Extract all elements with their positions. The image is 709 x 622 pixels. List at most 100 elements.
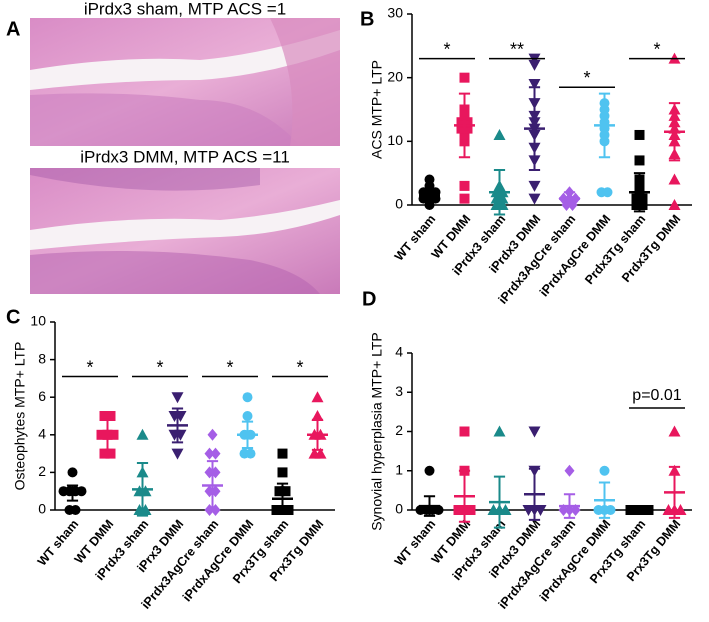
data-point (274, 486, 285, 497)
data-point (245, 448, 256, 459)
data-point (528, 79, 541, 91)
error-bar (423, 495, 436, 517)
error-bar (66, 484, 79, 502)
data-point (271, 505, 282, 515)
error-bar (668, 465, 681, 519)
y-tick-label: 30 (387, 5, 403, 21)
data-point (528, 426, 541, 438)
data-point (668, 173, 681, 185)
data-point (456, 117, 467, 128)
data-point (424, 465, 435, 476)
y-tick-label: 1 (395, 461, 403, 477)
significance-label: * (86, 357, 93, 377)
error-bar (563, 191, 576, 206)
data-point (605, 505, 616, 515)
error-bar (423, 188, 436, 203)
error-bar (136, 462, 149, 517)
significance-label: * (443, 39, 450, 59)
data-point (424, 174, 435, 185)
data-point (602, 187, 613, 198)
error-bar (458, 92, 471, 159)
data-point (99, 411, 110, 421)
data-point (674, 504, 687, 515)
data-point (493, 128, 506, 140)
data-point (314, 447, 327, 459)
error-bar (311, 418, 324, 451)
data-point (311, 410, 324, 421)
significance-label: * (156, 357, 163, 377)
significance-label: * (226, 357, 233, 377)
error-bar (241, 420, 254, 449)
data-point (631, 193, 642, 204)
y-axis-label: Osteophytes MTP+ LTP (12, 342, 28, 491)
panel-label: D (362, 288, 376, 310)
data-point (210, 447, 221, 460)
data-point (242, 411, 253, 421)
error-bar (528, 86, 541, 171)
y-tick-label: 0 (395, 196, 403, 212)
data-point (105, 411, 116, 421)
error-bar (493, 475, 506, 529)
data-point (528, 180, 541, 192)
joint-space (30, 30, 340, 90)
data-point (459, 72, 470, 83)
error-bar (633, 172, 646, 213)
error-bar (458, 469, 471, 523)
panel-label: A (6, 18, 20, 40)
y-tick-label: 8 (38, 350, 46, 366)
y-axis-label: ACS MTP+ LTP (369, 60, 385, 159)
data-point (459, 193, 470, 204)
error-bar (598, 481, 611, 519)
data-point (456, 123, 467, 134)
error-bar (668, 102, 681, 162)
data-point (637, 193, 648, 204)
data-point (280, 486, 291, 497)
error-bar (276, 482, 289, 515)
y-axis-label: Synovial hyperplasia MTP+ LTP (369, 332, 385, 531)
data-point (534, 505, 547, 516)
data-point (277, 467, 288, 478)
y-tick-label: 10 (30, 313, 46, 329)
cartilage (30, 251, 320, 294)
data-point (99, 448, 110, 459)
y-tick-label: 4 (38, 426, 46, 442)
error-bar (206, 460, 219, 511)
data-point (207, 428, 218, 441)
error-bar (101, 418, 114, 451)
data-point (453, 505, 464, 515)
y-tick-label: 6 (38, 388, 46, 404)
cartilage (30, 93, 300, 146)
data-point (311, 391, 324, 403)
significance-label: * (296, 357, 303, 377)
caption-bg (30, 146, 340, 168)
data-point (171, 392, 184, 404)
data-point (637, 200, 648, 210)
data-point (136, 428, 149, 440)
data-point (499, 504, 512, 515)
error-bar (493, 168, 506, 216)
y-tick-label: 20 (387, 68, 403, 84)
data-point (70, 505, 81, 515)
error-bar (171, 407, 184, 444)
data-point (599, 465, 610, 476)
data-point (462, 123, 473, 134)
data-point (171, 448, 184, 460)
image-caption: iPrdx3 DMM, MTP ACS =11 (80, 147, 290, 166)
data-point (433, 505, 444, 515)
data-point (493, 425, 506, 437)
data-point (564, 464, 575, 477)
tendon (270, 18, 340, 146)
cartilage (30, 168, 260, 191)
data-point (465, 505, 476, 515)
y-tick-label: 3 (395, 383, 403, 399)
image-caption: iPrdx3 sham, MTP ACS =1 (84, 0, 286, 18)
error-bar (598, 92, 611, 159)
error-bar (563, 493, 576, 519)
significance-label: * (653, 39, 660, 59)
data-point (277, 448, 288, 459)
y-tick-label: 2 (395, 422, 403, 438)
